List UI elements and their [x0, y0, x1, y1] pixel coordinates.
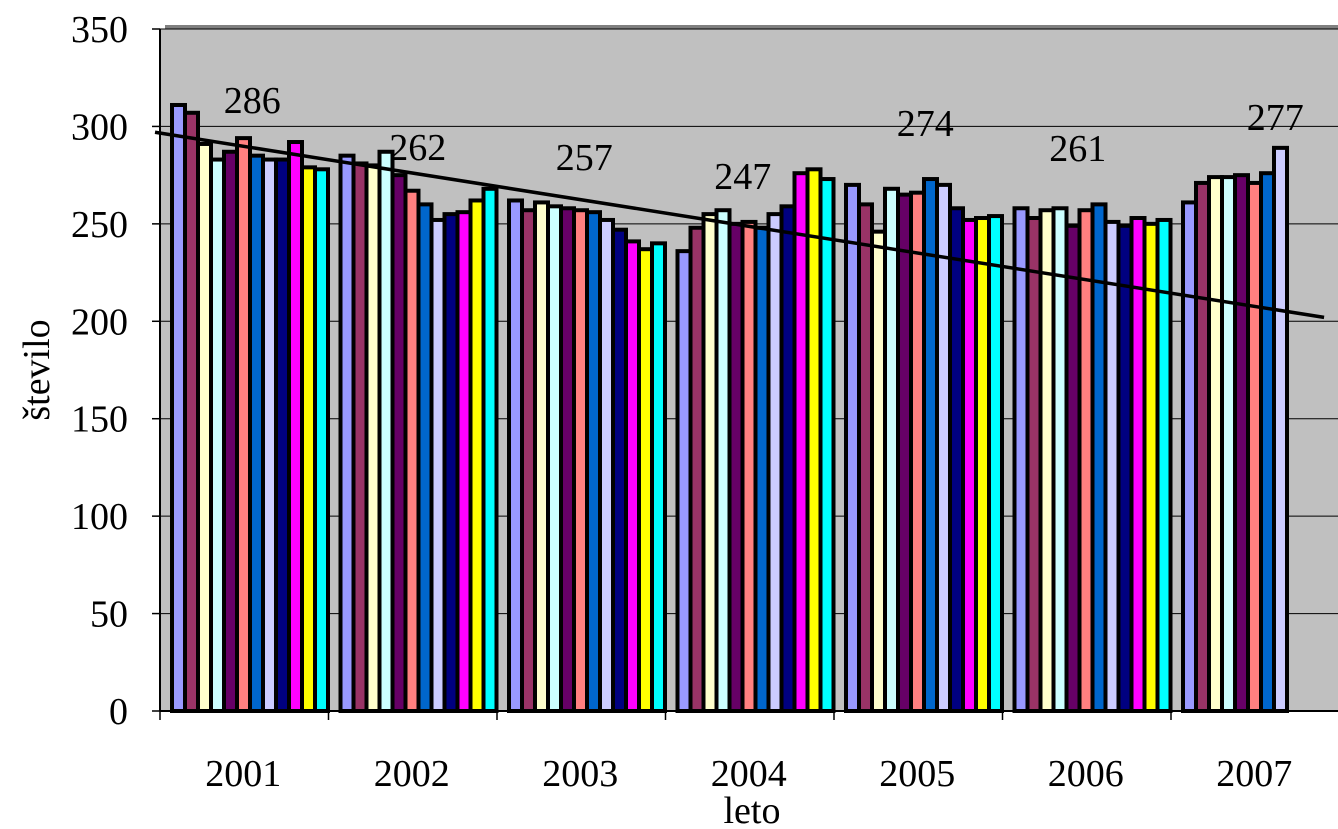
annotation-2007: 277 [1247, 97, 1304, 139]
x-tick-label-2002: 2002 [374, 753, 450, 795]
bar-2003-12 [650, 241, 667, 713]
y-tick-label: 50 [90, 594, 128, 636]
bar-2004-12 [818, 177, 836, 714]
x-tick-label-2004: 2004 [711, 753, 787, 795]
x-axis-title: leto [724, 790, 781, 829]
annotation-2004: 247 [714, 156, 771, 198]
annotation-2003: 257 [556, 137, 613, 179]
annotation-2002: 262 [389, 127, 446, 169]
y-tick-label: 300 [71, 106, 128, 148]
annotation-2005: 274 [897, 103, 954, 145]
x-tick-label-2006: 2006 [1048, 753, 1124, 795]
y-tick-label: 0 [109, 691, 128, 733]
bar-2002-12 [481, 186, 499, 714]
x-tick-label-2007: 2007 [1216, 753, 1292, 795]
y-tick-labels: 0 50 100 150 200 250 300 350 [71, 9, 128, 733]
annotation-2001: 286 [224, 80, 281, 122]
axes [152, 28, 1338, 720]
bar-2007-8 [1272, 145, 1289, 713]
y-tick-label: 200 [71, 301, 128, 343]
x-tick-labels: 2001 2002 2003 2004 2005 2006 2007 [205, 753, 1292, 795]
x-tick-label-2005: 2005 [879, 753, 955, 795]
bar-2005-12 [987, 214, 1004, 713]
bar-2001-12 [313, 167, 330, 714]
y-axis-title: število [16, 319, 58, 420]
y-tick-label: 250 [71, 204, 128, 246]
y-tick-label: 350 [71, 9, 128, 51]
data-annotations: 286 262 257 247 274 261 277 [224, 80, 1304, 198]
annotation-2006: 261 [1049, 128, 1106, 170]
trendline [154, 130, 1325, 320]
x-tick-label-2003: 2003 [542, 753, 618, 795]
x-tick-label-2001: 2001 [205, 753, 281, 795]
y-tick-label: 150 [71, 399, 128, 441]
trendline-line [154, 130, 1325, 320]
y-tick-label: 100 [71, 496, 128, 538]
